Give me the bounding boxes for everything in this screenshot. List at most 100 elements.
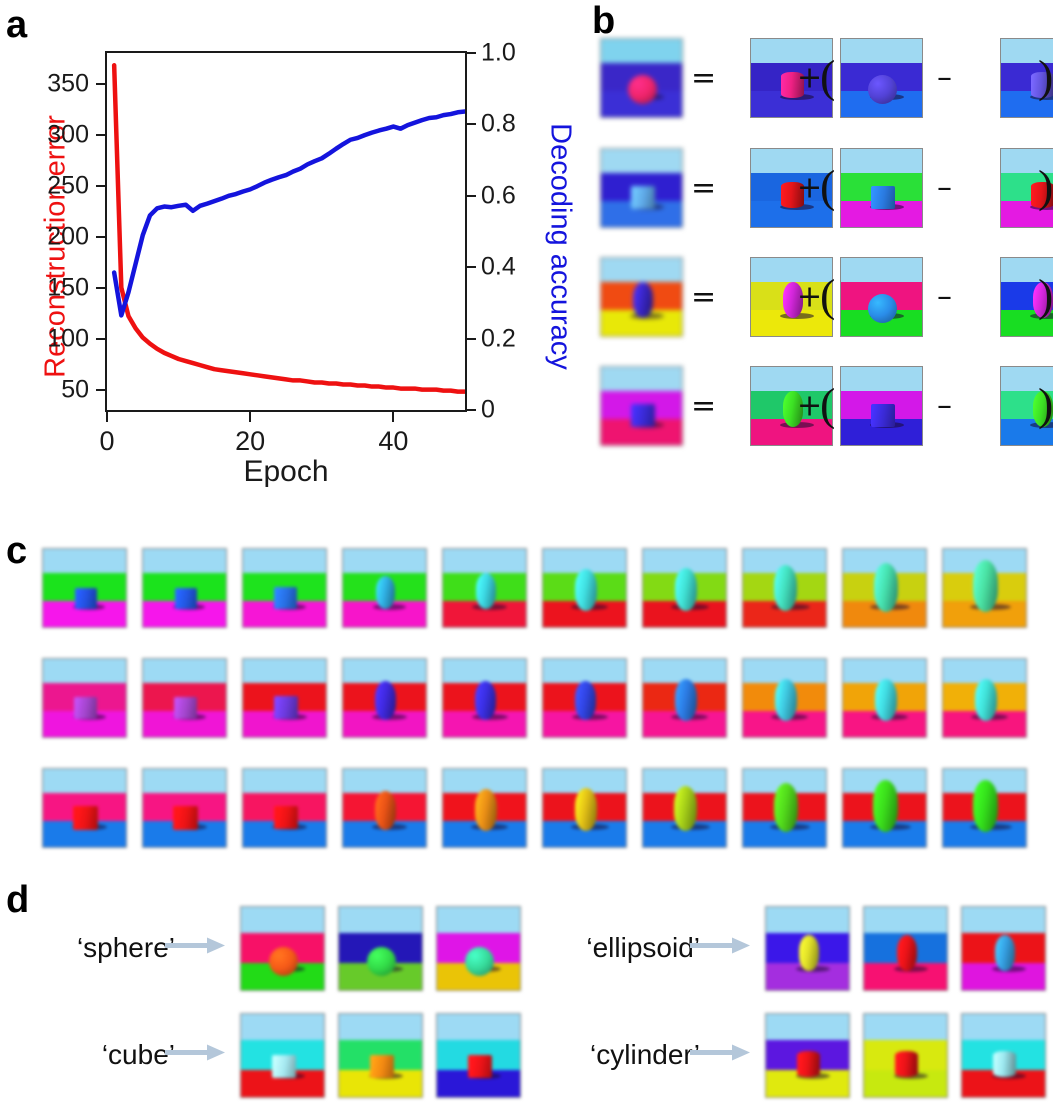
close-paren: )	[1038, 160, 1053, 212]
scene-sky	[601, 258, 682, 282]
scene-tile-red-cylinder-yellow-room	[863, 1012, 948, 1098]
interpolation-frame	[142, 548, 227, 628]
operator-plus: +	[797, 388, 823, 424]
generated-sample	[961, 1012, 1046, 1098]
interpolation-frame	[242, 658, 327, 738]
scene-sky	[443, 549, 526, 573]
panel-a: a Reconstruction error Decoding accuracy…	[0, 0, 580, 510]
scene-object-cylinder	[993, 1050, 1016, 1077]
scene-tile-blurry-pink-sphere-on-blue	[600, 38, 683, 118]
panel-letter-a: a	[6, 4, 28, 46]
scene-sky	[43, 549, 126, 573]
scene-object-ellipsoid	[897, 934, 917, 971]
scene-sky	[864, 1013, 947, 1040]
panel-letter-c: c	[6, 530, 28, 572]
scene-object-cylinder	[797, 1050, 820, 1077]
scene-tile-ellipsoid	[342, 548, 427, 628]
equation-operand-3	[1000, 366, 1053, 446]
scene-object-cube	[370, 1054, 394, 1078]
y-tick-mark-right	[467, 194, 476, 197]
scene-tile-cyan-cube-cyan-red-room	[240, 1012, 325, 1098]
x-axis-label: Epoch	[243, 455, 329, 488]
scene-tile-blue-ellipsoid-orange-yellow-room	[600, 257, 683, 337]
scene-sky	[437, 906, 520, 933]
y-tick-mark-left	[96, 286, 105, 289]
equation-result	[600, 148, 683, 228]
scene-sky	[601, 149, 682, 173]
y-tick-mark-left	[96, 82, 105, 85]
open-paren: (	[820, 378, 836, 430]
operator-minus: –	[937, 388, 952, 424]
generated-sample	[765, 905, 850, 991]
scene-object-ellipsoid	[674, 786, 697, 831]
scene-sky	[437, 1013, 520, 1040]
interpolation-frame	[442, 658, 527, 738]
equation-result	[600, 366, 683, 446]
interpolation-frame	[242, 768, 327, 848]
scene-tile-cube	[142, 548, 227, 628]
interpolation-frame	[142, 768, 227, 848]
x-tick-mark	[106, 412, 108, 422]
equation-operand-1	[750, 148, 833, 228]
scene-object-ellipsoid	[783, 282, 803, 318]
scene-sky	[751, 258, 832, 282]
y-tick-label-left: 150	[47, 273, 89, 302]
scene-object-sphere	[628, 75, 657, 104]
open-paren: (	[820, 160, 836, 212]
y-tick-label-left: 50	[61, 375, 89, 404]
generated-sample	[240, 905, 325, 991]
scene-tile-cyan-cylinder-cyan-red-room	[961, 1012, 1046, 1098]
open-paren: (	[820, 50, 836, 102]
interpolation-frame	[742, 768, 827, 848]
scene-sky	[339, 906, 422, 933]
y-tick-label-right: 1.0	[481, 38, 516, 67]
scene-object-ellipsoid	[476, 573, 496, 609]
scene-object-ellipsoid	[675, 679, 697, 721]
operator-equals: =	[691, 170, 717, 206]
scene-object-sphere	[868, 75, 897, 104]
scene-tile-ellipsoid	[342, 658, 427, 738]
equation-operand-3	[1000, 38, 1053, 118]
scene-sky	[243, 769, 326, 793]
scene-object-ellipsoid	[875, 679, 897, 721]
scene-object-cube	[274, 587, 297, 609]
arrow-right-icon	[165, 1043, 227, 1068]
scene-tile-blue-sphere-pink-green-room	[840, 257, 923, 337]
open-paren: (	[820, 269, 836, 321]
interpolation-frame	[842, 658, 927, 738]
x-tick-label: 20	[235, 426, 266, 456]
scene-tile-magenta-ellipsoid-yellow-room	[750, 257, 833, 337]
scene-object-ellipsoid	[1033, 391, 1053, 427]
arrow-right-icon	[165, 936, 227, 961]
scene-object-cube	[871, 404, 895, 427]
scene-object-cube	[631, 404, 655, 427]
scene-tile-faint-cube-blue-room	[600, 148, 683, 228]
operator-plus: +	[797, 279, 823, 315]
interpolation-frame	[542, 768, 627, 848]
scene-sky	[543, 659, 626, 683]
scene-object-cylinder	[781, 72, 804, 98]
scene-sky	[1001, 367, 1053, 391]
scene-object-ellipsoid	[375, 681, 396, 720]
scene-object-cube	[871, 186, 895, 209]
scene-sky	[143, 769, 226, 793]
scene-tile-ellipsoid	[842, 548, 927, 628]
generated-sample	[961, 905, 1046, 991]
scene-sky	[343, 549, 426, 573]
equation-result	[600, 257, 683, 337]
scene-tile-orange-sphere-pink-green-room	[240, 905, 325, 991]
scene-sky	[841, 39, 922, 63]
scene-object-ellipsoid	[375, 791, 396, 830]
scene-tile-red-cylinder-green-magenta-room	[1000, 148, 1053, 228]
scene-sky	[766, 906, 849, 933]
interpolation-frame	[342, 658, 427, 738]
scene-tile-orange-cube-green-yellow-room	[338, 1012, 423, 1098]
scene-object-sphere	[465, 946, 494, 976]
panel-letter-b: b	[592, 0, 616, 42]
interpolation-frame	[742, 548, 827, 628]
y-tick-label-left: 300	[47, 120, 89, 149]
scene-object-ellipsoid	[799, 934, 819, 971]
scene-tile-ellipsoid	[842, 658, 927, 738]
scene-tile-cube	[42, 548, 127, 628]
equation-operand-2	[840, 38, 923, 118]
